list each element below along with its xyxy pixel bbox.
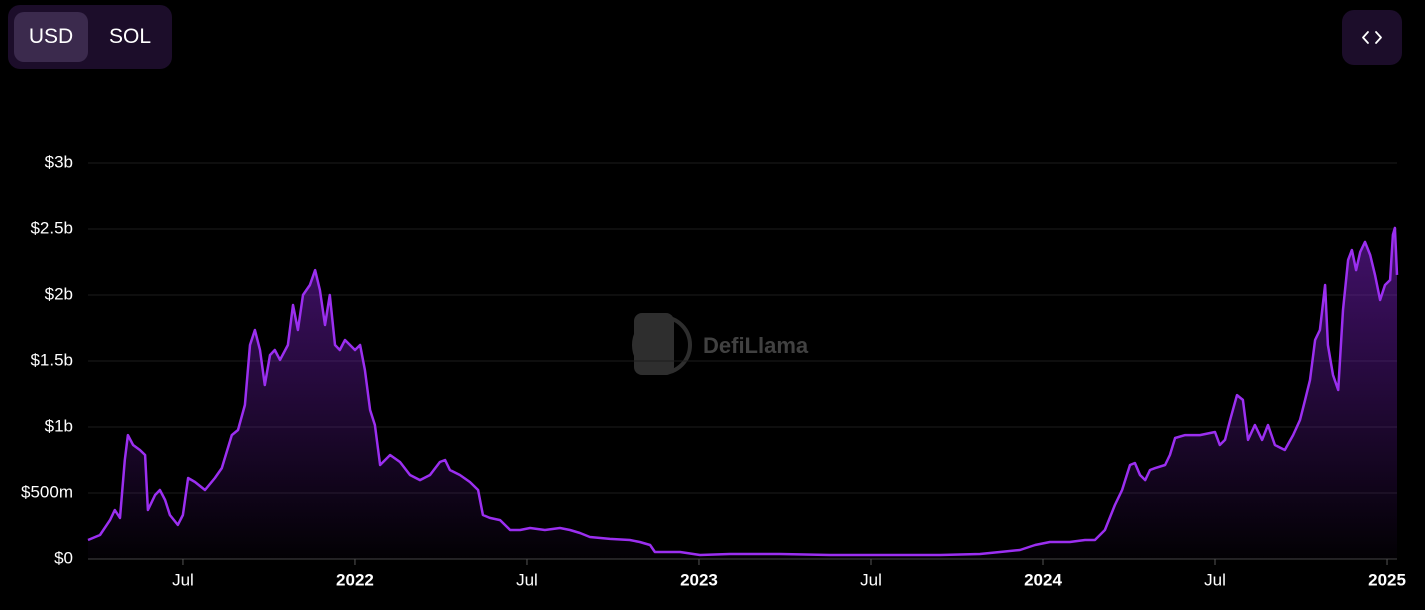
x-tick-label: 2025: [1368, 570, 1406, 589]
x-tick-label: 2024: [1024, 570, 1062, 589]
area-fill: [88, 227, 1397, 559]
y-tick-label: $2.5b: [30, 218, 73, 237]
x-tick-label: 2023: [680, 570, 718, 589]
y-tick-label: $500m: [21, 482, 73, 501]
currency-toggle: USD SOL: [8, 5, 172, 69]
x-tick-label: Jul: [172, 570, 194, 589]
embed-button[interactable]: [1342, 10, 1402, 65]
y-tick-label: $2b: [45, 284, 73, 303]
x-tick-label: Jul: [1204, 570, 1226, 589]
y-tick-label: $1.5b: [30, 350, 73, 369]
area-line: [87, 226, 1399, 557]
y-tick-label: $0: [54, 548, 73, 567]
x-tick-label: Jul: [860, 570, 882, 589]
y-tick-label: $3b: [45, 152, 73, 171]
currency-button[interactable]: SOL: [108, 25, 152, 48]
watermark: DefiLlama: [632, 313, 809, 375]
x-tick-label: Jul: [516, 570, 538, 589]
x-tick-label: 2022: [336, 570, 374, 589]
embed-icon: [1362, 31, 1382, 44]
watermark-text: DefiLlama: [703, 333, 809, 358]
currency-button[interactable]: USD: [14, 12, 88, 62]
y-tick-label: $1b: [45, 416, 73, 435]
